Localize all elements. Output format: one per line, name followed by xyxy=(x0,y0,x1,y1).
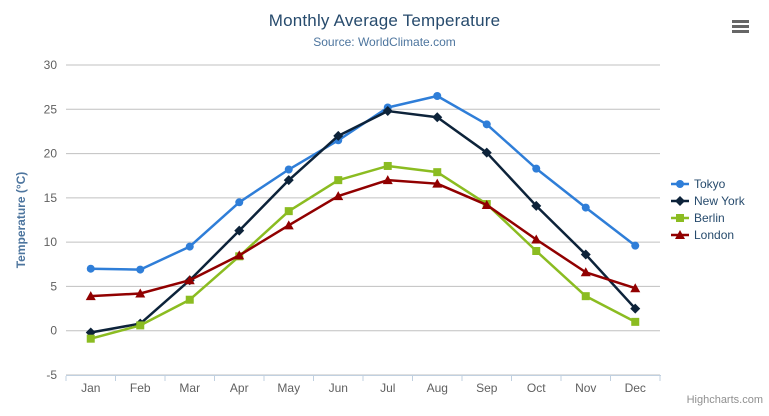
triangle-marker xyxy=(234,250,245,260)
legend-label: Tokyo xyxy=(694,176,726,191)
y-axis-tick-label: 20 xyxy=(44,147,58,161)
square-marker xyxy=(136,321,145,330)
square-marker xyxy=(631,317,640,326)
triangle-marker xyxy=(481,199,492,209)
circle-marker xyxy=(433,92,442,100)
chart-context-menu-button[interactable] xyxy=(730,18,752,36)
legend-label: Berlin xyxy=(694,210,725,225)
y-axis-tick-label: 25 xyxy=(44,102,58,116)
triangle-marker xyxy=(333,191,344,201)
x-axis-label: Feb xyxy=(130,381,151,395)
square-marker xyxy=(581,292,590,301)
square-marker xyxy=(433,168,442,177)
legend-item-tokyo[interactable]: Tokyo xyxy=(671,175,745,192)
x-axis-label: Mar xyxy=(179,381,200,395)
diamond-marker xyxy=(580,249,591,260)
triangle-marker xyxy=(135,288,146,298)
circle-marker xyxy=(235,198,244,207)
diamond-marker xyxy=(333,130,344,141)
x-axis-label: Dec xyxy=(625,381,646,395)
legend-item-new-york[interactable]: New York xyxy=(671,192,745,209)
x-axis-label: Oct xyxy=(527,381,546,395)
circle-marker xyxy=(482,120,491,129)
square-marker xyxy=(86,334,95,343)
x-axis-label: Apr xyxy=(230,381,249,395)
triangle-marker xyxy=(382,175,393,185)
diamond-marker xyxy=(531,200,542,211)
diamond-marker xyxy=(234,225,245,236)
circle-marker xyxy=(136,265,145,274)
y-axis-tick-label: 30 xyxy=(44,58,58,72)
triangle-marker xyxy=(85,291,96,301)
diamond-marker xyxy=(283,175,294,186)
series-line-tokyo xyxy=(89,94,637,271)
diamond-marker xyxy=(481,147,492,158)
diamond-marker xyxy=(432,112,443,123)
x-axis-label: Sep xyxy=(476,381,498,395)
triangle-marker xyxy=(184,275,195,285)
y-axis-tick-label: 15 xyxy=(44,191,58,205)
triangle-marker xyxy=(432,178,443,188)
circle-legend-symbol xyxy=(671,179,689,188)
hamburger-menu-icon xyxy=(732,20,749,23)
credits-link[interactable]: Highcharts.com xyxy=(686,394,763,406)
triangle-marker xyxy=(283,220,294,230)
circle-marker xyxy=(86,264,95,273)
diamond-legend-symbol xyxy=(671,195,689,206)
triangle-marker xyxy=(531,234,542,244)
legend-item-berlin[interactable]: Berlin xyxy=(671,209,745,226)
circle-marker xyxy=(581,203,590,212)
triangle-marker xyxy=(630,283,641,293)
x-axis-label: Jan xyxy=(81,381,100,395)
legend-label: London xyxy=(694,227,735,242)
circle-marker xyxy=(631,241,640,250)
series-line-london xyxy=(89,178,637,298)
circle-marker xyxy=(185,242,194,251)
y-axis-tick-label: 5 xyxy=(50,279,57,293)
circle-marker xyxy=(532,164,541,173)
circle-marker xyxy=(284,165,293,174)
chart-title: Monthly Average Temperature xyxy=(268,11,501,30)
x-axis-label: Jul xyxy=(380,381,395,395)
series-line-berlin xyxy=(89,164,637,340)
legend-label: New York xyxy=(694,193,745,208)
y-axis-title: Temperature (°C) xyxy=(14,172,28,269)
square-marker xyxy=(334,176,343,185)
x-axis-label: Jun xyxy=(329,381,348,395)
x-axis-label: Aug xyxy=(427,381,448,395)
x-axis-label: Nov xyxy=(575,381,596,395)
y-axis-tick-label: 0 xyxy=(50,324,57,338)
triangle-marker xyxy=(580,267,591,277)
square-legend-symbol xyxy=(671,213,689,222)
triangle-legend-symbol xyxy=(671,229,689,239)
chart-legend: Tokyo New York Berlin London xyxy=(671,175,745,243)
y-axis-tick-label: -5 xyxy=(46,368,57,382)
hamburger-menu-icon xyxy=(732,25,749,28)
square-marker xyxy=(185,295,194,304)
square-marker xyxy=(383,161,392,170)
diamond-marker xyxy=(382,106,393,117)
square-marker xyxy=(532,247,541,255)
diamond-marker xyxy=(630,303,641,314)
x-axis-label: May xyxy=(277,381,300,395)
series-line-new-york xyxy=(89,109,637,334)
y-axis-tick-label: 10 xyxy=(44,235,58,249)
hamburger-menu-icon xyxy=(732,30,749,33)
legend-item-london[interactable]: London xyxy=(671,226,745,243)
square-marker xyxy=(284,207,293,216)
chart-subtitle: Source: WorldClimate.com xyxy=(313,35,456,49)
